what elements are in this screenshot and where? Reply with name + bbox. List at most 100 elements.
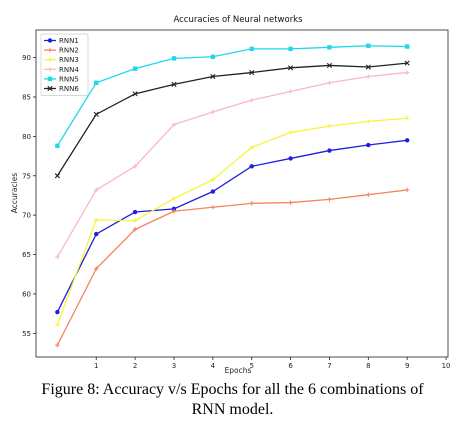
rnn4-series bbox=[55, 70, 410, 260]
rnn2-point bbox=[171, 209, 177, 214]
rnn2-point bbox=[132, 227, 138, 232]
x-tick-label: 1 bbox=[94, 362, 98, 370]
rnn3-point bbox=[55, 322, 60, 327]
rnn6-point bbox=[171, 81, 177, 87]
y-tick-label: 80 bbox=[22, 133, 31, 141]
rnn6-point bbox=[132, 91, 138, 97]
rnn2-point bbox=[210, 205, 216, 210]
rnn5-point bbox=[210, 54, 216, 59]
rnn2-point bbox=[404, 187, 410, 193]
rnn3-point bbox=[249, 145, 254, 150]
legend-label: RNN4 bbox=[59, 66, 79, 74]
legend-marker bbox=[47, 76, 53, 82]
rnn3-line bbox=[56, 117, 408, 325]
rnn5-point bbox=[55, 143, 60, 149]
rnn2-point bbox=[366, 192, 371, 197]
rnn3-point bbox=[327, 123, 332, 129]
rnn5-point bbox=[132, 66, 138, 71]
y-axis: 55 60 65 70 75 80 85 90 bbox=[22, 54, 36, 338]
rnn5-point bbox=[327, 45, 332, 50]
y-tick-label: 55 bbox=[22, 330, 31, 338]
caption-line-1: Figure 8: Accuracy v/s Epochs for all th… bbox=[41, 381, 424, 398]
rnn3-point bbox=[94, 217, 99, 223]
legend-item-rnn5: RNN5 bbox=[44, 75, 79, 83]
rnn4-point bbox=[55, 254, 60, 260]
rnn4-point bbox=[171, 122, 177, 127]
rnn4-line bbox=[56, 71, 408, 258]
rnn3-point bbox=[366, 119, 371, 124]
x-tick-label: 6 bbox=[288, 362, 293, 370]
rnn5-point bbox=[404, 44, 410, 49]
series-layer bbox=[54, 43, 410, 348]
x-tick-label: 2 bbox=[133, 362, 137, 370]
rnn1-point bbox=[404, 138, 410, 143]
y-tick-label: 85 bbox=[22, 93, 31, 101]
rnn3-point bbox=[210, 177, 216, 182]
rnn5-series bbox=[55, 43, 410, 149]
rnn1-point bbox=[55, 309, 60, 315]
rnn1-point bbox=[94, 231, 99, 237]
rnn1-series bbox=[55, 138, 410, 315]
rnn4-point bbox=[249, 97, 254, 103]
figure-caption: Figure 8: Accuracy v/s Epochs for all th… bbox=[0, 380, 465, 420]
rnn3-point bbox=[132, 218, 138, 223]
rnn6-line bbox=[56, 62, 408, 177]
rnn6-series bbox=[54, 60, 410, 179]
y-axis-label: Accuracies bbox=[10, 173, 19, 214]
rnn4-point bbox=[366, 74, 371, 79]
rnn4-point bbox=[94, 187, 99, 193]
legend-item-rnn1: RNN1 bbox=[44, 37, 79, 45]
rnn6-point bbox=[210, 73, 216, 80]
rnn2-line bbox=[56, 189, 408, 346]
rnn3-series bbox=[55, 116, 410, 327]
legend-item-rnn3: RNN3 bbox=[44, 56, 79, 64]
rnn2-point bbox=[327, 197, 332, 202]
legend-marker bbox=[47, 67, 53, 72]
rnn6-point bbox=[287, 65, 294, 71]
rnn4-point bbox=[132, 164, 138, 169]
chart-title: Accuracies of Neural networks bbox=[173, 15, 303, 25]
legend-label: RNN3 bbox=[59, 56, 79, 64]
x-tick-label: 5 bbox=[249, 362, 253, 370]
x-tick-label: 7 bbox=[327, 362, 331, 370]
rnn4-point bbox=[404, 70, 410, 75]
rnn2-point bbox=[249, 201, 254, 206]
y-tick-label: 65 bbox=[22, 251, 31, 259]
rnn3-point bbox=[288, 130, 293, 135]
legend-marker bbox=[47, 38, 53, 43]
caption-line-2: RNN model. bbox=[191, 401, 274, 418]
rnn1-point bbox=[327, 148, 332, 153]
rnn2-series bbox=[55, 187, 410, 348]
rnn4-point bbox=[288, 89, 293, 94]
rnn5-point bbox=[249, 46, 254, 52]
y-tick-label: 90 bbox=[22, 54, 31, 62]
rnn6-point bbox=[404, 60, 410, 66]
legend-label: RNN5 bbox=[59, 75, 79, 83]
rnn3-point bbox=[404, 116, 410, 121]
rnn2-point bbox=[55, 342, 60, 348]
legend-box bbox=[40, 33, 89, 96]
rnn5-point bbox=[288, 46, 293, 52]
y-tick-label: 75 bbox=[22, 172, 31, 180]
rnn6-point bbox=[365, 64, 371, 70]
x-tick-label: 10 bbox=[442, 362, 451, 370]
rnn2-point bbox=[94, 266, 99, 271]
rnn6-point bbox=[54, 173, 60, 179]
rnn6-point bbox=[326, 62, 333, 69]
rnn5-point bbox=[366, 43, 371, 48]
line-chart: Accuracies of Neural networks 5560657075… bbox=[10, 15, 451, 375]
rnn1-point bbox=[171, 206, 177, 212]
x-tick-label: 3 bbox=[172, 362, 176, 370]
rnn5-line bbox=[56, 45, 408, 147]
rnn1-point bbox=[288, 156, 293, 161]
y-tick-label: 70 bbox=[22, 212, 31, 220]
legend-item-rnn2: RNN2 bbox=[44, 47, 79, 55]
rnn1-point bbox=[249, 164, 254, 169]
x-axis-label: Epochs bbox=[225, 366, 252, 375]
x-axis: 1 2 3 4 5 6 7 8 9 10 bbox=[94, 357, 451, 370]
legend-marker bbox=[47, 85, 53, 92]
legend-marker bbox=[47, 57, 53, 62]
legend-label: RNN1 bbox=[59, 37, 79, 45]
rnn1-point bbox=[366, 142, 371, 148]
